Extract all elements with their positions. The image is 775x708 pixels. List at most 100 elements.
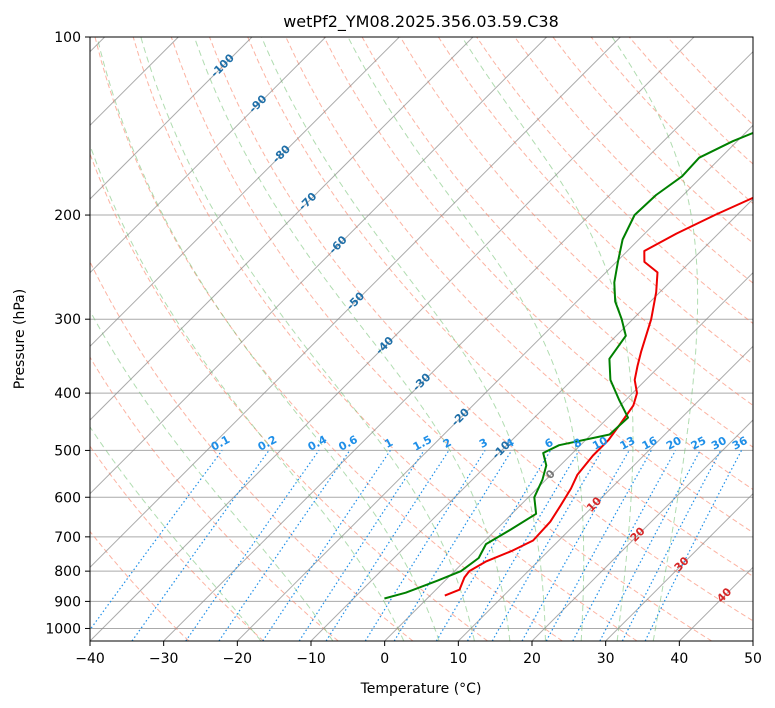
chart-title: wetPf2_YM08.2025.356.03.59.C38 [283,12,559,32]
isotherm-line [605,492,753,641]
y-tick-label: 100 [54,30,81,46]
x-tick-label: −20 [223,651,253,667]
mixing-ratio-line [644,450,743,641]
isotherm-line [457,345,753,641]
dry-adiabat-line [323,37,753,491]
dry-adiabat-line [90,152,488,641]
mixing-ratio-label: 13 [618,434,638,453]
y-tick-label: 600 [54,490,81,506]
y-tick-label: 500 [54,443,81,459]
mixing-ratio-label: 2 [441,436,454,451]
mixing-ratio-line [325,450,450,641]
dry-adiabat-line [90,530,190,641]
plot-frame [89,36,754,642]
dry-adiabat-line [437,37,753,365]
dry-adiabat-line [90,356,339,641]
dry-adiabat-line [170,37,712,641]
mixing-ratio-line [298,450,425,641]
moist-adiabat-line [261,37,546,641]
moist-adiabat-line [461,37,634,641]
isotherm-line [90,37,474,421]
x-tick-label: −10 [296,651,326,667]
isotherm-label: -80 [270,142,293,165]
x-tick-label: 0 [380,651,389,667]
isotherm-label: 40 [714,585,734,605]
mixing-ratio-label: 30 [709,434,729,453]
y-tick-label: 800 [54,564,81,580]
dry-adiabat-line [247,37,753,577]
temperature-profile-line [444,196,753,597]
isotherm-line [90,37,548,495]
isotherm-line [310,198,753,641]
mixing-ratio-label: 36 [730,434,750,453]
isotherm-line [90,37,400,348]
reference-lines [90,37,753,641]
x-tick-label: 10 [449,651,467,667]
isotherm-line [90,37,621,569]
dry-adiabat-line [590,37,753,205]
mixing-ratio-label: 3 [477,436,490,451]
dry-adiabat-line [90,260,414,641]
mixing-ratio-line [131,450,270,641]
y-tick-label: 400 [54,386,81,402]
line-labels: 0.1 0.2 0.4 0.6 1 1.5 2 3 4 6 8 10 13 16 20 25 30 36-100-… [208,51,750,605]
y-tick-label: 700 [54,530,81,546]
moist-adiabat-line [90,426,262,641]
x-tick-label: 30 [597,651,615,667]
mixing-ratio-line [545,450,652,641]
dry-adiabat-line [132,37,638,641]
dry-adiabat-line [399,37,753,407]
moist-adiabat-line [193,37,511,641]
isotherm-line [163,50,753,641]
axes: −40 −30 −20 −10 0 10 20 30 40 50 100 200 300 400 500 60… [45,30,762,667]
mixing-ratio-line [90,450,223,631]
mixing-ratio-line [521,450,630,641]
isotherm-line [90,37,327,274]
isotherm-line [531,419,753,641]
mixing-ratio-label: 25 [689,434,709,453]
x-tick-label: 40 [670,651,688,667]
y-tick-label: 300 [54,312,81,328]
dry-adiabat-line [209,37,753,622]
isotherm-line [90,37,253,200]
dry-adiabat-line [94,37,563,641]
isotherm-line [678,566,753,641]
mixing-ratio-line [435,450,552,641]
mixing-ratio-label: 10 [590,434,610,453]
dewpoint-profile-line [384,131,753,600]
y-tick-label: 200 [54,208,81,224]
mixing-ratio-line [393,450,513,641]
dry-adiabat-line [514,37,753,284]
x-tick-label: −40 [75,651,105,667]
mixing-ratio-label: 20 [664,434,684,453]
mixing-ratio-line [572,450,677,641]
dry-adiabat-line [361,37,753,448]
x-tick-label: 50 [744,651,762,667]
y-tick-label: 900 [54,594,81,610]
mixing-ratio-line [621,450,722,641]
moist-adiabat-line [611,37,699,641]
isotherm-line [384,271,753,641]
y-axis-label: Pressure (hPa) [12,289,28,389]
mixing-ratio-label: 16 [640,434,660,453]
dry-adiabat-line [90,445,264,641]
dry-adiabat-line [667,37,753,126]
moist-adiabat-line [140,37,475,641]
x-axis-label: Temperature (°C) [360,681,482,697]
mixing-ratio-line [185,450,320,641]
y-tick-label: 1000 [45,621,81,637]
moist-adiabat-line [90,143,405,641]
moist-adiabat-line [96,37,440,641]
dry-adiabat-line [552,37,753,244]
isotherm-line [752,640,753,641]
x-tick-label: 20 [523,651,541,667]
moist-adiabat-line [90,309,334,641]
x-tick-label: −30 [149,651,179,667]
profile-lines [384,131,753,600]
mixing-ratio-line [262,450,391,641]
mixing-ratio-line [599,450,701,641]
isotherm-line [90,37,695,641]
mixing-ratio-line [218,450,351,641]
moist-adiabat-line [347,37,585,641]
